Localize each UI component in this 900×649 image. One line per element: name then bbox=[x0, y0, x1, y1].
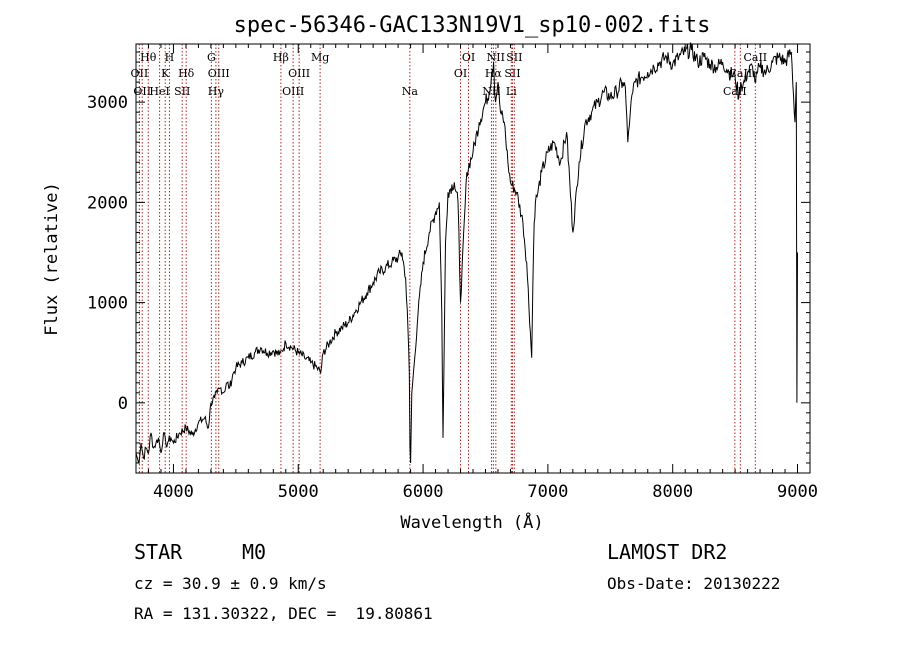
y-axis-label: Flux (relative) bbox=[42, 182, 62, 336]
line-marker-label: CaII bbox=[743, 51, 767, 64]
obs-date-label: Obs-Date: 20130222 bbox=[607, 574, 781, 593]
y-tick-label: 2000 bbox=[87, 193, 128, 213]
line-marker-label: Hθ bbox=[140, 51, 157, 64]
line-marker-label: OIII bbox=[288, 67, 310, 80]
line-marker-label: SII bbox=[174, 85, 190, 98]
line-marker-label: SII bbox=[506, 51, 522, 64]
line-marker-label: Hβ bbox=[273, 51, 289, 64]
line-marker-label: OII bbox=[133, 85, 151, 98]
line-marker-label: OII bbox=[131, 67, 149, 80]
x-tick-label: 5000 bbox=[278, 482, 319, 502]
x-tick-label: 8000 bbox=[652, 482, 693, 502]
line-marker-label: H bbox=[165, 51, 175, 64]
y-tick-label: 0 bbox=[118, 394, 128, 414]
line-marker-label: HeI bbox=[149, 85, 169, 98]
line-marker-label: K bbox=[161, 67, 170, 80]
chart-title: spec-56346-GAC133N19V1_sp10-002.fits bbox=[234, 13, 711, 38]
line-marker-label: NII bbox=[482, 85, 500, 98]
line-marker-label: OI bbox=[462, 51, 475, 64]
classification-label: STAR bbox=[134, 540, 183, 564]
line-marker-label: Na bbox=[402, 85, 419, 98]
line-marker-label: NII bbox=[487, 51, 505, 64]
line-marker-label: OI bbox=[454, 67, 467, 80]
line-marker-label: Hδ bbox=[178, 67, 195, 80]
line-marker-label: Mg bbox=[311, 51, 329, 64]
y-tick-label: 3000 bbox=[87, 93, 128, 113]
line-marker-label: Hγ bbox=[208, 85, 225, 98]
x-axis-label: Wavelength (Å) bbox=[400, 511, 543, 533]
line-marker-label: SII bbox=[504, 67, 520, 80]
x-tick-label: 6000 bbox=[403, 482, 444, 502]
line-marker-label: OIII bbox=[208, 67, 230, 80]
subclass-label: M0 bbox=[242, 540, 267, 564]
x-tick-label: 9000 bbox=[777, 482, 818, 502]
coordinates-label: RA = 131.30322, DEC = 19.80861 bbox=[134, 604, 433, 623]
redshift-label: cz = 30.9 ± 0.9 km/s bbox=[134, 574, 327, 593]
line-marker-label: CaII bbox=[723, 85, 747, 98]
line-marker-label: G bbox=[207, 51, 216, 64]
x-tick-label: 7000 bbox=[527, 482, 568, 502]
x-tick-label: 4000 bbox=[153, 482, 194, 502]
y-tick-label: 1000 bbox=[87, 294, 128, 314]
line-marker-label: Li bbox=[506, 85, 517, 98]
plot-frame bbox=[135, 43, 811, 474]
survey-label: LAMOST DR2 bbox=[607, 540, 728, 564]
line-marker-label: OIII bbox=[282, 85, 304, 98]
spectrum-line bbox=[135, 42, 798, 464]
